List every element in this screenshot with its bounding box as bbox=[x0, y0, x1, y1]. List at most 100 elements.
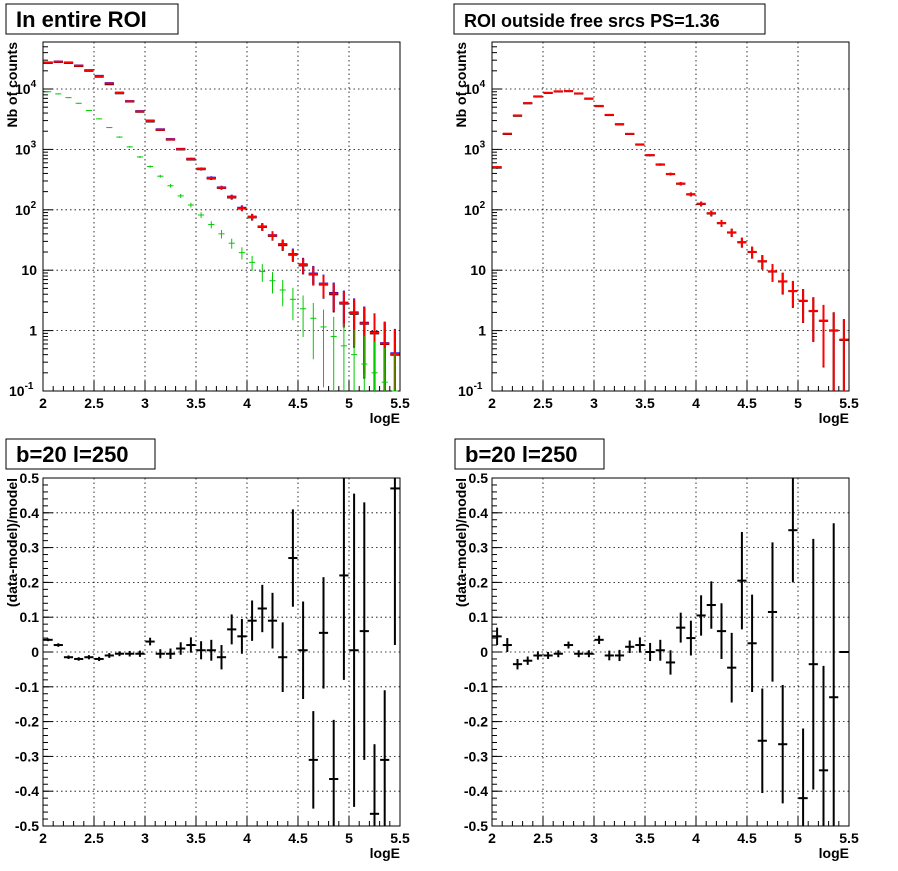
data-point bbox=[329, 283, 339, 312]
data-point bbox=[145, 637, 155, 646]
data-point bbox=[625, 640, 635, 654]
data-point bbox=[310, 302, 317, 360]
x-axis-title: logE bbox=[819, 410, 849, 426]
data-point bbox=[96, 118, 103, 120]
x-tick-label: 2 bbox=[488, 830, 496, 846]
data-point bbox=[206, 176, 216, 180]
y-tick-label: -0.1 bbox=[15, 679, 39, 695]
data-point bbox=[349, 493, 359, 807]
data-point bbox=[267, 231, 278, 241]
data-point bbox=[278, 239, 288, 251]
chart-title-box bbox=[5, 3, 179, 35]
y-tick-label: -0.2 bbox=[464, 714, 488, 730]
data-point bbox=[279, 280, 286, 307]
data-point bbox=[218, 229, 225, 239]
data-point bbox=[74, 64, 84, 67]
data-point bbox=[563, 90, 574, 93]
y-tick-label: 1 bbox=[478, 323, 486, 339]
data-point bbox=[84, 655, 94, 660]
data-point bbox=[135, 650, 145, 657]
y-tick-label: -0.5 bbox=[15, 818, 39, 834]
data-point bbox=[492, 627, 502, 646]
y-tick-label: 0.2 bbox=[469, 574, 489, 590]
data-point bbox=[227, 614, 237, 645]
data-point bbox=[584, 97, 594, 100]
data-point bbox=[106, 127, 113, 129]
data-point bbox=[371, 342, 378, 391]
y-tick-label: -0.4 bbox=[15, 783, 39, 799]
x-tick-label: 5 bbox=[345, 395, 353, 411]
data-point bbox=[788, 478, 798, 583]
y-tick-exponent: 3 bbox=[31, 139, 37, 150]
data-point bbox=[55, 93, 62, 95]
data-point bbox=[300, 295, 307, 338]
data-point bbox=[104, 82, 114, 85]
data-point bbox=[686, 192, 696, 197]
chart-title: In entire ROI bbox=[16, 7, 147, 32]
data-point bbox=[75, 102, 82, 104]
data-point bbox=[85, 110, 92, 112]
y-tick-base: 10 bbox=[464, 202, 480, 218]
data-point bbox=[116, 136, 123, 138]
y-tick-exponent: 2 bbox=[31, 200, 37, 211]
y-tick-label: -0.3 bbox=[15, 748, 39, 764]
data-series-2 bbox=[492, 90, 849, 391]
data-point bbox=[594, 104, 604, 107]
data-point bbox=[196, 641, 206, 660]
data-point bbox=[829, 312, 839, 391]
data-series-2 bbox=[43, 60, 400, 391]
data-point bbox=[289, 287, 296, 321]
data-point bbox=[818, 665, 829, 826]
data-point bbox=[533, 651, 543, 660]
data-point bbox=[340, 323, 347, 391]
x-axis-title: logE bbox=[370, 410, 400, 426]
y-tick-label: 104 bbox=[15, 79, 37, 97]
data-point bbox=[380, 690, 390, 826]
data-point bbox=[737, 531, 747, 630]
data-point bbox=[186, 637, 196, 653]
x-tick-label: 2.5 bbox=[84, 830, 104, 846]
y-tick-exponent: 4 bbox=[480, 79, 486, 90]
data-point bbox=[104, 653, 114, 658]
data-point bbox=[635, 143, 645, 146]
x-tick-label: 3.5 bbox=[635, 830, 655, 846]
x-tick-label: 4.5 bbox=[288, 830, 308, 846]
data-point bbox=[696, 201, 706, 207]
data-point bbox=[676, 182, 686, 186]
data-point bbox=[114, 651, 125, 657]
data-point bbox=[237, 618, 247, 654]
data-series-3 bbox=[43, 60, 400, 391]
data-point bbox=[584, 650, 594, 658]
data-point bbox=[523, 656, 533, 665]
data-point bbox=[247, 600, 257, 641]
data-point bbox=[165, 648, 176, 659]
data-point bbox=[308, 711, 318, 809]
data-point bbox=[339, 290, 349, 327]
x-tick-label: 3.5 bbox=[186, 395, 206, 411]
y-tick-exponent: -1 bbox=[25, 381, 34, 392]
chart-panel-4: 2 2.5 3 3.5 4 4.5 5 5.5 -0.5 -0.4 -0.3 -0.2 -0.1 0 0.1… bbox=[453, 438, 859, 861]
data-point bbox=[208, 221, 215, 229]
data-point bbox=[767, 542, 778, 682]
data-point bbox=[829, 523, 839, 826]
data-series-1 bbox=[492, 478, 849, 826]
x-tick-label: 2 bbox=[488, 395, 496, 411]
plot-frame bbox=[42, 41, 401, 392]
y-tick-label: 0.4 bbox=[20, 505, 40, 521]
data-point bbox=[135, 110, 145, 113]
data-point bbox=[655, 639, 665, 661]
data-point bbox=[126, 146, 133, 148]
y-tick-label: 0 bbox=[480, 644, 488, 660]
x-axis-title: logE bbox=[819, 845, 849, 861]
data-point bbox=[114, 91, 125, 94]
data-point bbox=[298, 258, 308, 274]
data-point bbox=[716, 603, 727, 659]
data-point bbox=[329, 719, 339, 826]
y-tick-label: 0 bbox=[31, 644, 39, 660]
data-point bbox=[839, 319, 849, 391]
data-point bbox=[614, 649, 625, 662]
x-tick-label: 4.5 bbox=[288, 395, 308, 411]
data-point bbox=[53, 60, 63, 63]
y-tick-label: -0.3 bbox=[464, 748, 488, 764]
data-series-1 bbox=[43, 478, 400, 826]
